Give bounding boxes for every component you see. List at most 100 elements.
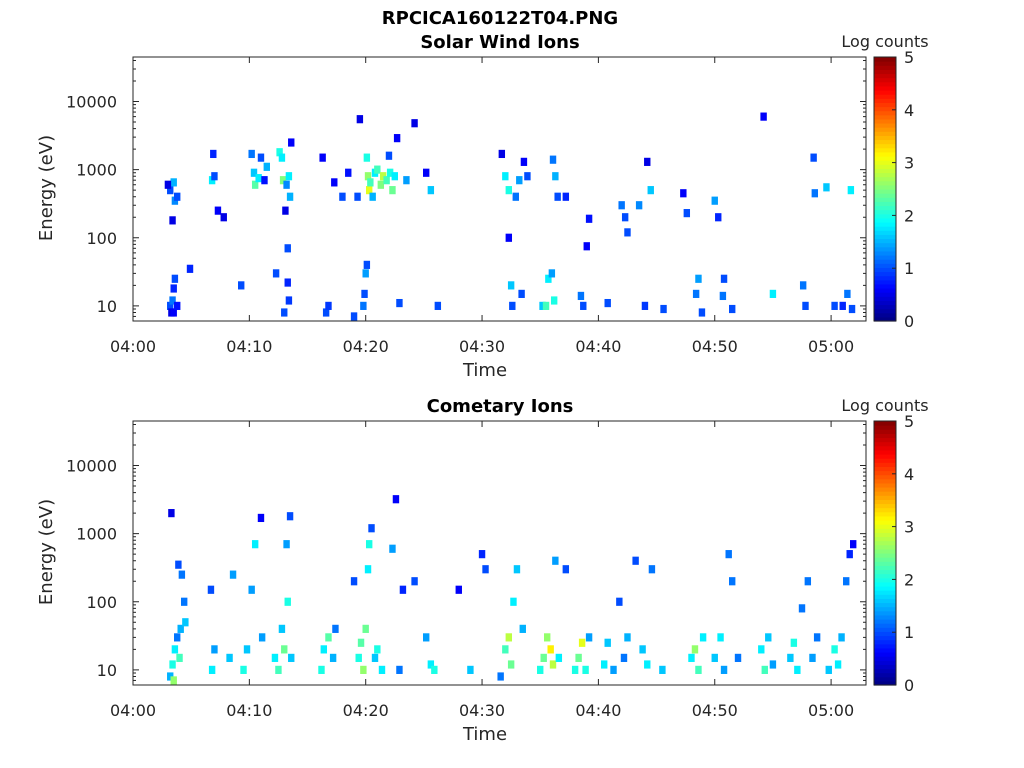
- heatmap-cell: [660, 304, 667, 314]
- colorbar-swatch: [874, 466, 896, 472]
- colorbar-swatch: [874, 441, 896, 447]
- x-tick-label: 05:00: [808, 337, 854, 356]
- heatmap-cell: [279, 176, 287, 185]
- heatmap-cell: [272, 269, 280, 278]
- colorbar-tick-label: 3: [904, 518, 914, 537]
- colorbar-swatch: [874, 250, 896, 256]
- heatmap-cell: [787, 653, 794, 662]
- heatmap-cell: [548, 269, 556, 278]
- x-tick-label: 04:40: [575, 337, 621, 356]
- x-tick-label: 04:00: [110, 701, 156, 720]
- colorbar-swatch: [874, 503, 896, 509]
- heatmap-cell: [186, 264, 194, 273]
- colorbar-swatch: [874, 123, 896, 128]
- colorbar-swatch: [874, 189, 896, 194]
- heatmap-cell: [360, 665, 367, 674]
- colorbar-swatch: [874, 639, 896, 645]
- heatmap-cell: [699, 633, 707, 642]
- colorbar-swatch: [874, 652, 896, 657]
- colorbar-label: Log counts: [841, 396, 928, 415]
- heatmap-cell: [393, 134, 401, 143]
- colorbar-swatch: [874, 118, 896, 124]
- colorbar-swatch: [874, 288, 896, 293]
- colorbar-swatch: [874, 106, 896, 112]
- heatmap-cell: [286, 192, 294, 201]
- colorbar-swatch: [874, 263, 896, 268]
- colorbar-swatch: [874, 259, 896, 264]
- colorbar-swatch: [874, 226, 896, 231]
- x-tick-label: 04:20: [343, 701, 389, 720]
- heatmap-cell: [360, 301, 367, 310]
- heatmap-cell: [734, 653, 742, 662]
- colorbar-swatch: [874, 296, 896, 301]
- heatmap-cell: [275, 665, 282, 674]
- heatmap-cell: [255, 174, 262, 183]
- heatmap-cell: [423, 168, 430, 177]
- colorbar-swatch: [874, 544, 896, 550]
- heatmap-cell: [478, 550, 486, 559]
- heatmap-cell: [174, 301, 181, 310]
- y-tick-label: 10000: [66, 457, 117, 476]
- colorbar-swatch: [874, 569, 896, 575]
- heatmap-cell: [839, 301, 846, 310]
- heatmap-cell: [238, 281, 245, 290]
- colorbar-swatch: [874, 590, 896, 595]
- colorbar-tick-label: 0: [904, 676, 914, 695]
- heatmap-cell: [644, 660, 651, 669]
- heatmap-cell: [624, 633, 631, 642]
- colorbar-swatch: [874, 499, 896, 505]
- heatmap-cell: [389, 186, 396, 195]
- heatmap-cell: [635, 201, 643, 210]
- heatmap-cell: [276, 148, 283, 157]
- colorbar-swatch: [874, 623, 896, 628]
- colorbar-swatch: [874, 143, 896, 149]
- colorbar-swatch: [874, 279, 896, 285]
- heatmap-cell: [396, 298, 403, 308]
- heatmap-cell: [257, 153, 265, 162]
- colorbar-swatch: [874, 635, 896, 641]
- colorbar-swatch: [874, 561, 896, 566]
- heatmap-cell: [831, 645, 838, 654]
- colorbar-swatch: [874, 610, 896, 616]
- heatmap-cell: [210, 149, 217, 159]
- heatmap-cell: [582, 665, 589, 674]
- heatmap-cells: [167, 495, 857, 685]
- colorbar-swatch: [874, 676, 896, 682]
- colorbar-swatch: [874, 656, 896, 661]
- heatmap-cell: [639, 645, 646, 654]
- figure-title: RPCICA160122T04.PNG: [382, 8, 618, 29]
- colorbar-swatch: [874, 271, 896, 277]
- heatmap-cell: [847, 186, 855, 195]
- heatmap-cell: [261, 176, 268, 185]
- heatmap-cell: [482, 565, 489, 574]
- heatmap-cell: [285, 296, 293, 305]
- colorbar-swatch: [874, 242, 896, 248]
- heatmap-cell: [362, 624, 369, 633]
- heatmap-cell: [170, 284, 177, 293]
- heatmap-cell: [368, 524, 375, 533]
- colorbar-swatch: [874, 573, 896, 579]
- colorbar-swatch: [874, 246, 896, 252]
- colorbar-swatch: [874, 536, 896, 542]
- colorbar-swatch: [874, 197, 896, 202]
- colorbar-swatch: [874, 176, 896, 182]
- heatmap-cell: [809, 653, 816, 662]
- colorbar-swatch: [874, 581, 896, 587]
- heatmap-cell: [285, 172, 293, 181]
- colorbar-tick-label: 2: [904, 570, 914, 589]
- colorbar-swatch: [874, 114, 896, 120]
- colorbar-tick-label: 2: [904, 206, 914, 225]
- heatmap-cell: [616, 597, 623, 606]
- colorbar-swatch: [874, 61, 896, 66]
- heatmap-cell: [497, 672, 504, 681]
- colorbar-swatch: [874, 312, 896, 318]
- colorbar-tick-label: 1: [904, 259, 914, 278]
- colorbar-swatch: [874, 449, 896, 455]
- colorbar-swatch: [874, 94, 896, 99]
- colorbar-swatch: [874, 164, 896, 169]
- heatmap-cell: [399, 585, 407, 594]
- heatmap-cell: [271, 653, 279, 662]
- heatmap-cell: [516, 176, 523, 185]
- heatmap-cell: [758, 645, 765, 654]
- colorbar-swatch: [874, 474, 896, 480]
